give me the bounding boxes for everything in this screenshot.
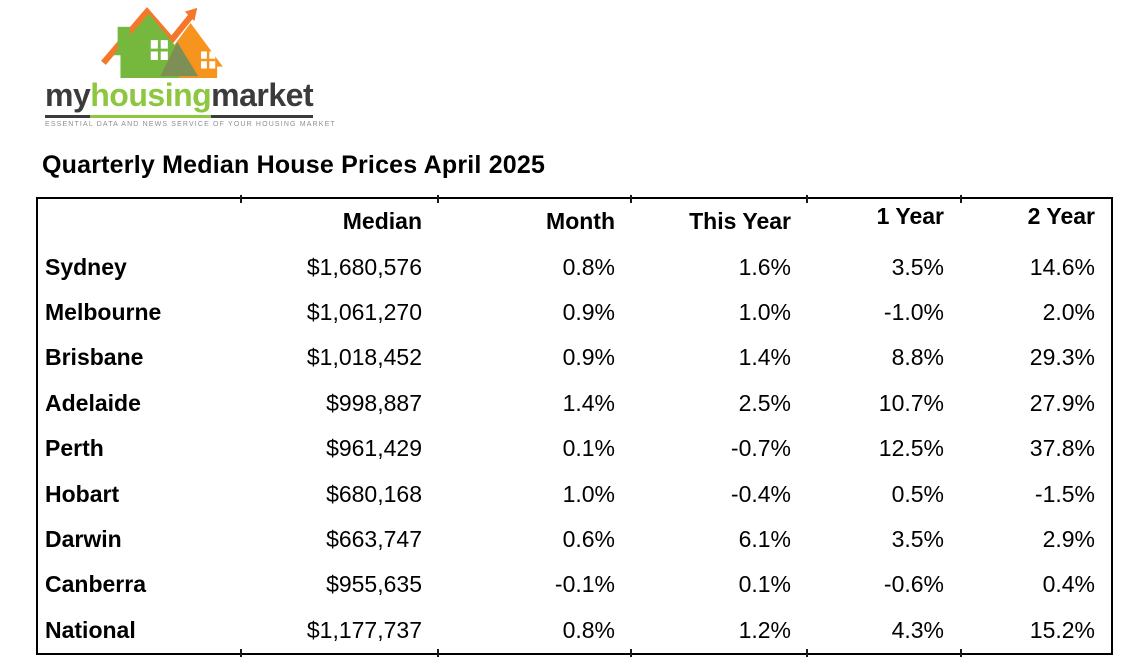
column-divider-tick [437, 195, 439, 203]
table-row: Hobart $680,168 1.0% -0.4% 0.5% -1.5% [38, 471, 1111, 516]
value-cell: $998,887 [326, 389, 422, 416]
value-cell: 0.5% [891, 480, 944, 507]
value-cell: 4.3% [891, 616, 944, 643]
column-divider-tick [630, 195, 632, 203]
city-cell: Sydney [45, 253, 127, 280]
table-row: Adelaide $998,887 1.4% 2.5% 10.7% 27.9% [38, 381, 1111, 426]
value-cell: $663,747 [326, 525, 422, 552]
value-cell: 3.5% [891, 253, 944, 280]
value-cell: 27.9% [1029, 389, 1095, 416]
logo-word-housing: housing [90, 78, 212, 118]
city-cell: Hobart [45, 480, 120, 507]
table-row: Darwin $663,747 0.6% 6.1% 3.5% 2.9% [38, 517, 1111, 562]
value-cell: 1.6% [738, 253, 791, 280]
table-row: Perth $961,429 0.1% -0.7% 12.5% 37.8% [38, 426, 1111, 471]
value-cell: $1,061,270 [306, 298, 422, 325]
value-cell: 2.9% [1042, 525, 1095, 552]
header-cell-2-year: 2 Year [1027, 203, 1095, 230]
city-cell: Perth [45, 435, 104, 462]
value-cell: 1.4% [738, 344, 791, 371]
city-cell: Melbourne [45, 298, 162, 325]
value-cell: -0.4% [730, 480, 791, 507]
city-cell: Darwin [45, 525, 122, 552]
column-divider-tick [960, 195, 962, 203]
value-cell: -0.7% [730, 435, 791, 462]
table-row: Brisbane $1,018,452 0.9% 1.4% 8.8% 29.3% [38, 335, 1111, 380]
value-cell: 0.1% [562, 435, 615, 462]
logo-word-my: my [45, 78, 91, 118]
value-cell: $680,168 [326, 480, 422, 507]
green-house-window-icon [150, 40, 168, 60]
houses-trend-arrow-icon [101, 6, 223, 78]
value-cell: 0.8% [562, 253, 615, 280]
column-divider-tick [806, 195, 808, 203]
header-cell-median: Median [342, 208, 422, 235]
table-row: Sydney $1,680,576 0.8% 1.6% 3.5% 14.6% [38, 244, 1111, 289]
value-cell: 1.0% [562, 480, 615, 507]
column-divider-tick [437, 649, 439, 657]
median-prices-table: Median Month This Year 1 Year 2 Year Sydney $1… [36, 195, 1113, 657]
value-cell: 0.6% [562, 525, 615, 552]
city-cell: Canberra [45, 571, 146, 598]
value-cell: 8.8% [891, 344, 944, 371]
column-divider-tick [630, 649, 632, 657]
value-cell: 0.1% [738, 571, 791, 598]
value-cell: 2.5% [738, 389, 791, 416]
table-row: Melbourne $1,061,270 0.9% 1.0% -1.0% 2.0% [38, 290, 1111, 335]
myhousingmarket-logo: myhousingmarket ESSENTIAL DATA AND NEWS … [45, 6, 336, 128]
value-cell: -1.0% [883, 298, 944, 325]
header-cell-1-year: 1 Year [876, 203, 944, 230]
column-divider-tick [240, 195, 242, 203]
value-cell: 0.9% [562, 298, 615, 325]
value-cell: $1,018,452 [306, 344, 422, 371]
value-cell: -0.6% [883, 571, 944, 598]
page-title: Quarterly Median House Prices April 2025 [42, 151, 546, 179]
value-cell: 37.8% [1029, 435, 1095, 462]
value-cell: -1.5% [1034, 480, 1095, 507]
value-cell: 12.5% [878, 435, 944, 462]
value-cell: 3.5% [891, 525, 944, 552]
value-cell: 15.2% [1029, 616, 1095, 643]
value-cell: $955,635 [326, 571, 422, 598]
value-cell: -0.1% [554, 571, 615, 598]
value-cell: 1.4% [562, 389, 615, 416]
logo-wordmark: myhousingmarket [45, 78, 325, 118]
logo-tagline: ESSENTIAL DATA AND NEWS SERVICE OF YOUR … [45, 120, 336, 128]
table-header-row: Median Month This Year 1 Year 2 Year [38, 199, 1111, 244]
table-row: National $1,177,737 0.8% 1.2% 4.3% 15.2% [38, 608, 1111, 653]
table-row: Canberra $955,635 -0.1% 0.1% -0.6% 0.4% [38, 562, 1111, 607]
value-cell: 2.0% [1042, 298, 1095, 325]
header-cell-month: Month [546, 208, 615, 235]
column-divider-tick [806, 649, 808, 657]
city-cell: Adelaide [45, 389, 141, 416]
value-cell: $1,680,576 [306, 253, 422, 280]
orange-house-window-icon [201, 51, 216, 69]
column-divider-tick [240, 649, 242, 657]
value-cell: 10.7% [878, 389, 944, 416]
value-cell: 0.9% [562, 344, 615, 371]
value-cell: 1.2% [738, 616, 791, 643]
roof-overlap-shadow [160, 42, 199, 77]
city-cell: National [45, 616, 136, 643]
value-cell: 14.6% [1029, 253, 1095, 280]
header-cell-this-year: This Year [689, 208, 791, 235]
value-cell: 1.0% [738, 298, 791, 325]
city-cell: Brisbane [45, 344, 144, 371]
value-cell: 29.3% [1029, 344, 1095, 371]
value-cell: $1,177,737 [306, 616, 422, 643]
value-cell: 0.4% [1042, 571, 1095, 598]
value-cell: 6.1% [738, 525, 791, 552]
column-divider-tick [960, 649, 962, 657]
value-cell: $961,429 [326, 435, 422, 462]
logo-word-market: market [211, 78, 314, 118]
value-cell: 0.8% [562, 616, 615, 643]
